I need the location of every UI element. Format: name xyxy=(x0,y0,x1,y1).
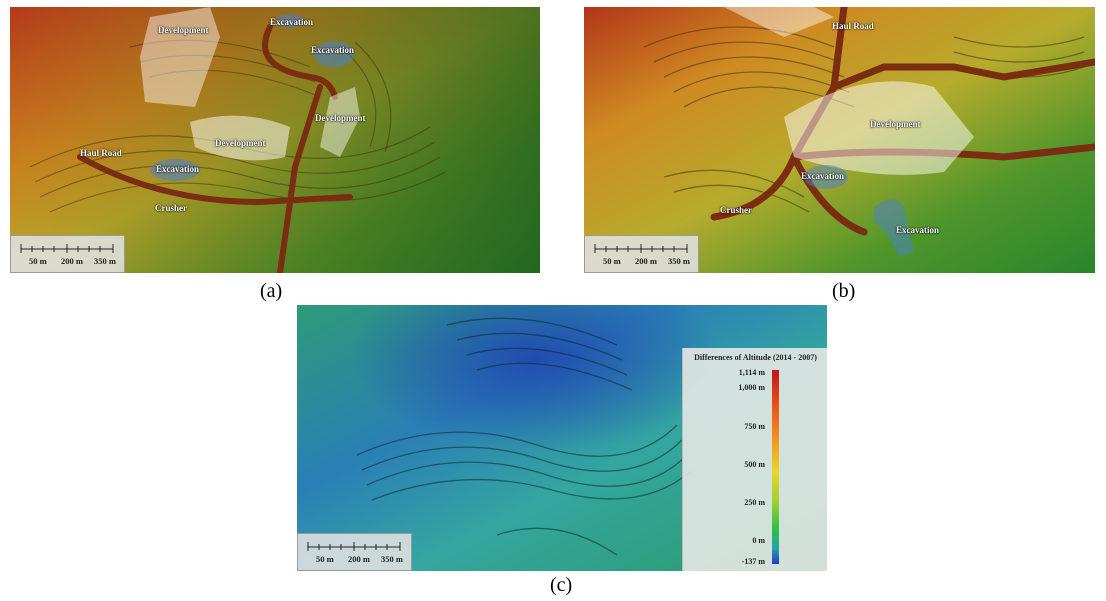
scale-label: 50 m xyxy=(316,554,334,564)
label-excavation: Excavation xyxy=(270,17,314,27)
label-excavation: Excavation xyxy=(156,164,200,174)
label-excavation: Excavation xyxy=(311,45,355,55)
color-legend: Differences of Altitude (2014 - 2007) 1,… xyxy=(682,348,827,571)
label-excavation: Excavation xyxy=(801,171,845,181)
legend-tick: -137 m xyxy=(741,557,765,566)
scale-label: 350 m xyxy=(668,256,690,266)
legend-tick: 0 m xyxy=(752,536,765,545)
scale-label: 200 m xyxy=(348,554,370,564)
scale-ruler xyxy=(594,244,688,253)
legend-tick: 500 m xyxy=(744,460,765,469)
map-panel-c: Differences of Altitude (2014 - 2007) 1,… xyxy=(297,305,827,571)
scale-label: 200 m xyxy=(635,256,657,266)
legend-colorbar xyxy=(772,370,779,564)
label-crusher: Crusher xyxy=(155,203,187,213)
scale-label: 50 m xyxy=(29,256,47,266)
elevation-map-a xyxy=(10,7,540,273)
legend-tick: 250 m xyxy=(744,498,765,507)
label-haul-road: Haul Road xyxy=(80,148,122,158)
label-development: Development xyxy=(215,138,266,148)
caption-c: (c) xyxy=(550,574,573,596)
label-development: Development xyxy=(158,25,209,35)
scale-bar: 50 m 200 m 350 m xyxy=(10,235,125,273)
scale-bar: 50 m 200 m 350 m xyxy=(584,235,699,273)
scale-bar: 50 m 200 m 350 m xyxy=(297,533,412,571)
elevation-map-b xyxy=(584,7,1095,273)
caption-a: (a) xyxy=(260,280,283,302)
map-panel-a: Development Excavation Excavation Develo… xyxy=(10,7,540,273)
scale-label: 350 m xyxy=(381,554,403,564)
scale-label: 200 m xyxy=(61,256,83,266)
label-crusher: Crusher xyxy=(720,205,752,215)
caption-b: (b) xyxy=(832,280,856,302)
legend-title: Differences of Altitude (2014 - 2007) xyxy=(694,353,817,362)
label-development: Development xyxy=(870,119,921,129)
label-development: Development xyxy=(315,113,366,123)
label-excavation: Excavation xyxy=(896,225,940,235)
label-haul-road: Haul Road xyxy=(832,21,874,31)
map-panel-b: Haul Road Development Excavation Crusher… xyxy=(584,7,1095,273)
legend-tick: 750 m xyxy=(744,422,765,431)
scale-ruler xyxy=(20,244,114,253)
scale-label: 50 m xyxy=(603,256,621,266)
legend-tick: 1,000 m xyxy=(738,383,765,392)
legend-tick: 1,114 m xyxy=(738,368,765,377)
scale-label: 350 m xyxy=(94,256,116,266)
scale-ruler xyxy=(307,542,401,551)
